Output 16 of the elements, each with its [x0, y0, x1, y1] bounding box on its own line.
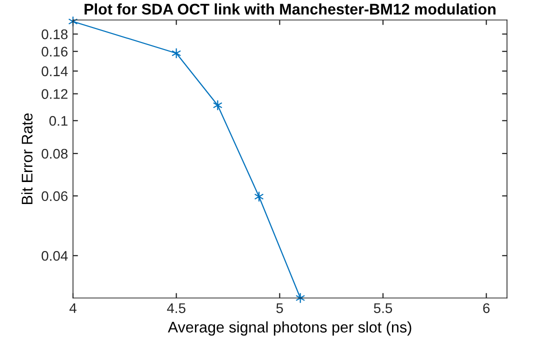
x-tick-label: 4 — [69, 303, 76, 313]
y-tick-label: 0.18 — [42, 29, 68, 40]
x-axis-title: Average signal photons per slot (ns) — [168, 321, 412, 336]
y-tick-label: 0.16 — [42, 46, 68, 57]
y-axis-title: Bit Error Rate — [21, 113, 33, 204]
y-tick-label: 0.04 — [42, 250, 68, 261]
y-tick-label: 0.1 — [49, 116, 68, 126]
y-tick-label: 0.06 — [42, 191, 68, 202]
y-tick-label: 0.12 — [42, 89, 68, 99]
y-tick-label: 0.14 — [42, 66, 68, 76]
chart-title: Plot for SDA OCT link with Manchester-BM12 modulation — [84, 3, 496, 15]
x-tick-label: 5 — [276, 303, 283, 314]
x-tick-label: 6 — [483, 303, 490, 314]
x-tick-label: 4.5 — [167, 303, 186, 314]
x-tick-label: 5.5 — [374, 303, 392, 314]
y-tick-label: 0.08 — [42, 148, 68, 159]
